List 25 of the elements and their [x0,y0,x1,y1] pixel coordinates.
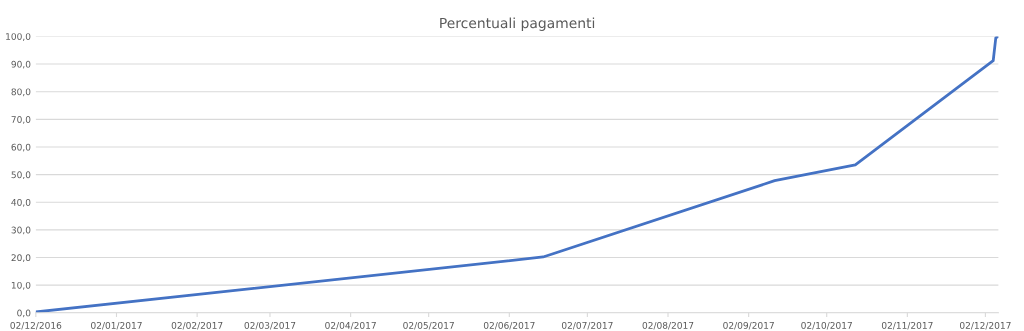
x-tick-label: 02/06/2017 [483,321,535,330]
x-tick-label: 02/12/2016 [10,321,62,330]
x-tick-label: 02/03/2017 [244,321,296,330]
x-tick-label: 02/07/2017 [561,321,613,330]
y-tick-label: 100,0 [6,33,31,41]
y-tick-label: 60,0 [11,143,31,152]
y-tick-label: 90,0 [11,60,31,69]
y-tick-label: 40,0 [11,198,31,207]
y-tick-label: 50,0 [11,171,31,180]
x-tick-label: 02/09/2017 [723,321,774,330]
x-tick-label: 02/05/2017 [403,321,454,330]
x-tick-label: 02/12/2017 [959,321,1011,330]
x-tick-label: 02/08/2017 [642,321,694,330]
x-tick-label: 02/01/2017 [91,321,142,330]
y-tick-label: 0,0 [17,309,31,318]
x-tick-label: 02/04/2017 [325,321,376,330]
y-tick-label: 10,0 [11,281,31,290]
y-tick-label: 70,0 [11,116,31,124]
x-tick-label: 02/10/2017 [801,321,852,330]
y-tick-label: 20,0 [11,254,31,262]
y-tick-label: 80,0 [11,88,31,97]
chart-title: Percentuali pagamenti [440,17,595,31]
x-tick-label: 02/11/2017 [881,321,933,330]
x-tick-label: 02/02/2017 [171,321,223,330]
y-tick-label: 30,0 [11,226,31,235]
